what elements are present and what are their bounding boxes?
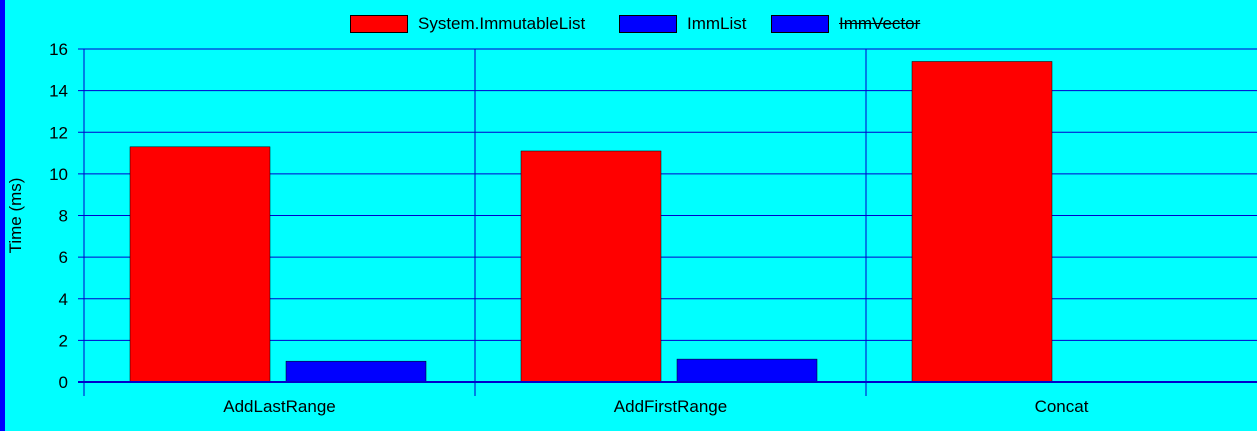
legend-item-immlist[interactable]: ImmList [619, 13, 747, 35]
y-tick-label: 12 [49, 123, 68, 142]
y-axis-title: Time (ms) [6, 178, 25, 254]
bar-system-immutablelist-addlastrange [129, 146, 271, 383]
legend-label-system-immutablelist: System.ImmutableList [418, 14, 586, 33]
y-tick-label: 4 [59, 290, 68, 309]
x-tick-label: AddLastRange [223, 397, 335, 416]
y-tick-label: 6 [59, 248, 68, 267]
x-tick-label: Concat [1035, 397, 1089, 416]
window-edge [0, 0, 5, 431]
legend-swatch-immlist [619, 15, 677, 33]
y-tick-label: 8 [59, 207, 68, 226]
y-tick-label: 2 [59, 331, 68, 350]
bar-system-immutablelist-addfirstrange [520, 150, 662, 383]
chart-legend: System.ImmutableList ImmList ImmVector [0, 13, 1257, 35]
legend-swatch-system-immutablelist [350, 15, 408, 33]
x-tick-label: AddFirstRange [614, 397, 727, 416]
bar-system-immutablelist-concat [911, 61, 1053, 383]
legend-label-immlist: ImmList [687, 14, 747, 33]
y-tick-label: 14 [49, 82, 68, 101]
y-tick-label: 16 [49, 40, 68, 59]
legend-item-system-immutablelist[interactable]: System.ImmutableList [350, 13, 585, 35]
y-tick-label: 10 [49, 165, 68, 184]
bar-immlist-addfirstrange [676, 358, 818, 383]
legend-label-immvector: ImmVector [839, 14, 921, 33]
bar-immlist-addlastrange [285, 360, 427, 383]
y-tick-label: 0 [59, 373, 68, 392]
legend-item-immvector[interactable]: ImmVector [771, 13, 920, 35]
legend-swatch-immvector [771, 15, 829, 33]
